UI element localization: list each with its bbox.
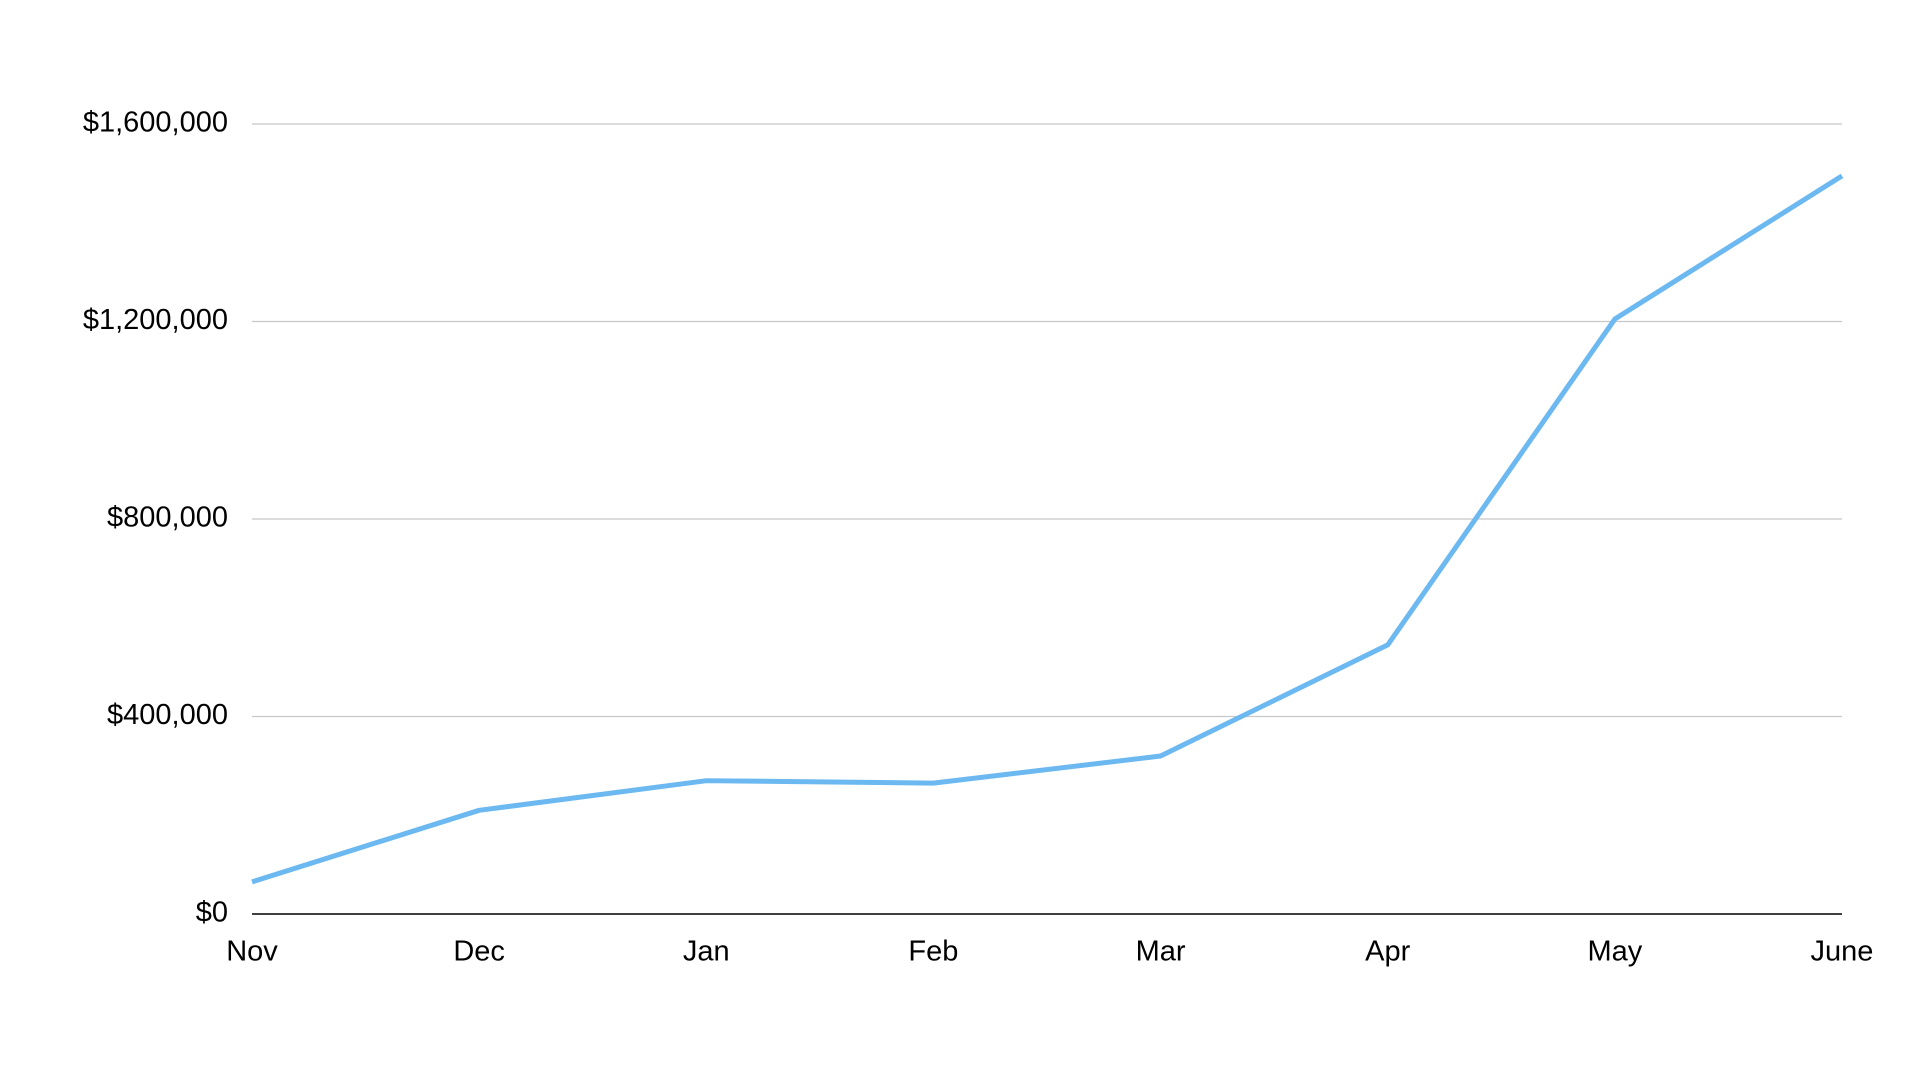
x-tick-label: Feb bbox=[908, 936, 958, 968]
x-tick-label: Nov bbox=[226, 936, 278, 968]
y-tick-label: $0 bbox=[196, 897, 228, 929]
x-tick-label: Dec bbox=[453, 936, 505, 968]
x-tick-label: May bbox=[1587, 936, 1642, 968]
line bbox=[251, 173, 1844, 885]
y-tick-label: $400,000 bbox=[107, 699, 228, 731]
x-tick-label: Mar bbox=[1136, 936, 1186, 968]
y-tick-label: $1,600,000 bbox=[83, 107, 228, 139]
y-tick-label: $800,000 bbox=[107, 502, 228, 534]
y-tick-label: $1,200,000 bbox=[83, 304, 228, 336]
x-tick-label: June bbox=[1811, 936, 1874, 968]
x-tick-label: Apr bbox=[1365, 936, 1410, 968]
x-tick-label: Jan bbox=[683, 936, 730, 968]
